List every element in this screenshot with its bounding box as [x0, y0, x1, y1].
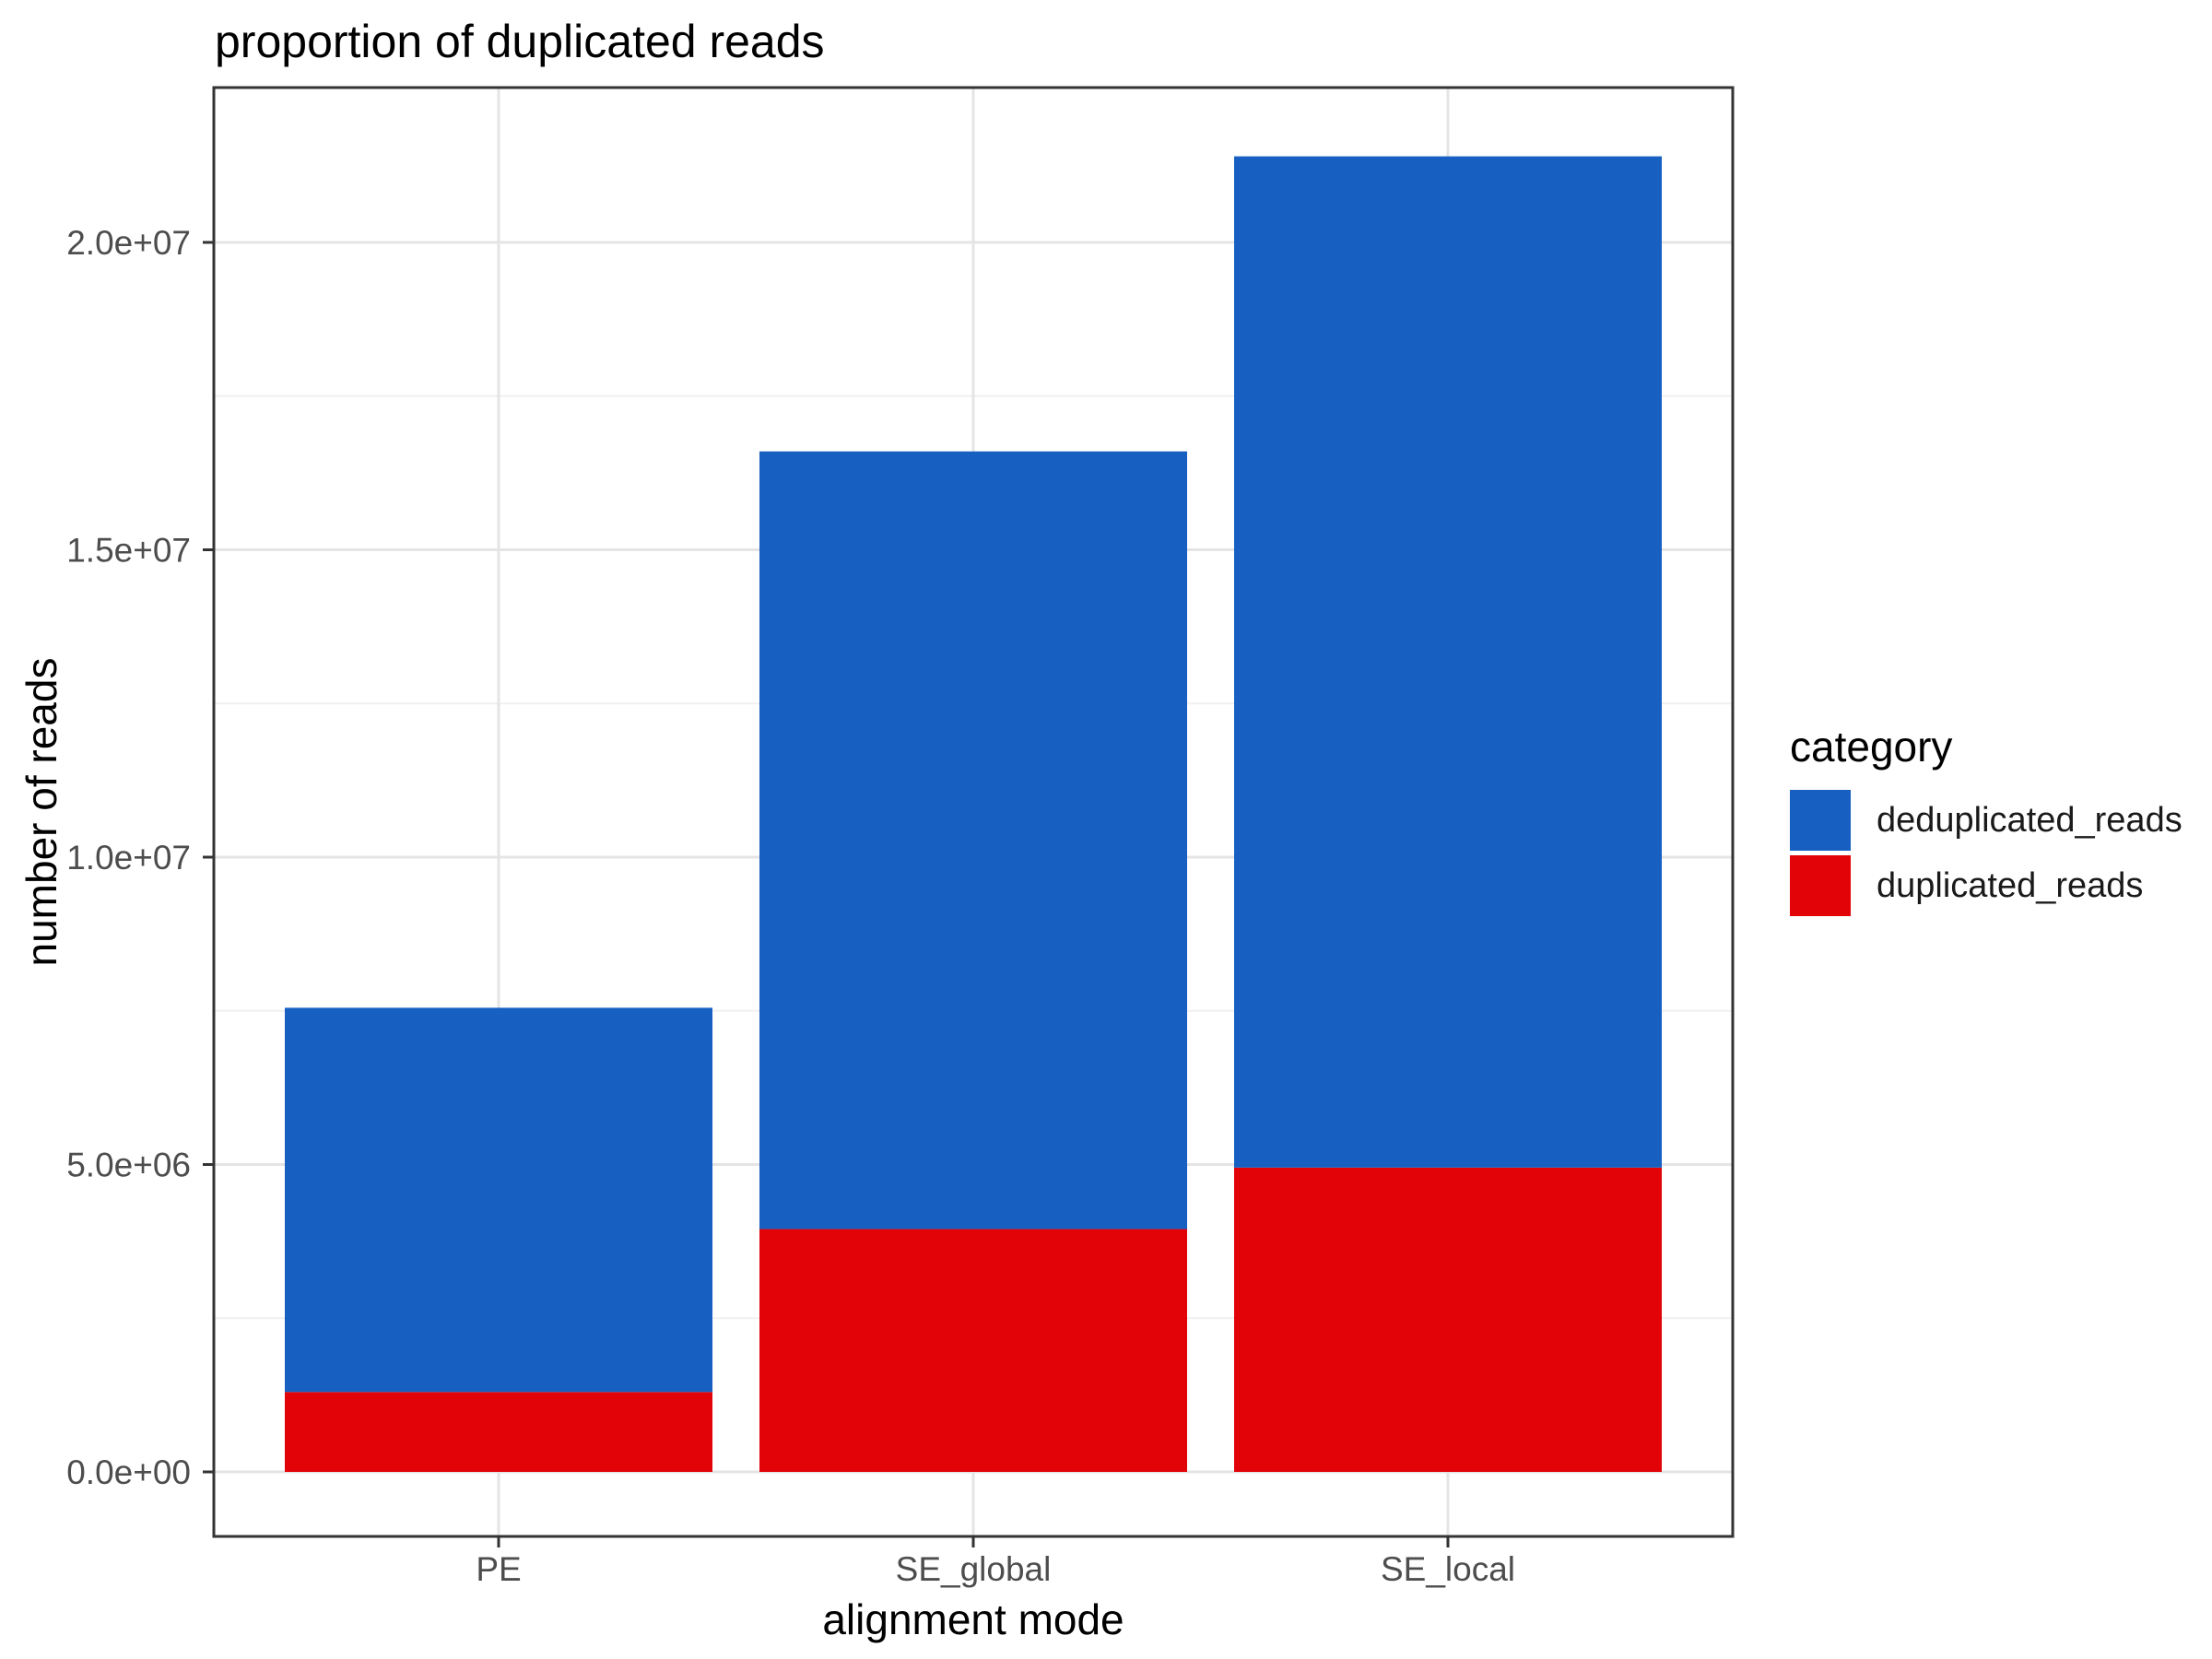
y-axis-title: number of reads — [18, 657, 65, 967]
bar-segment-deduplicated_reads-SE_local — [1234, 156, 1662, 1168]
legend-item: duplicated_reads — [1790, 855, 2183, 916]
bar-segment-deduplicated_reads-SE_global — [759, 451, 1187, 1230]
x-tick-label: SE_local — [1381, 1550, 1515, 1588]
legend: category deduplicated_reads duplicated_re… — [1790, 722, 2183, 921]
legend-swatch-duplicated_reads — [1790, 855, 1851, 916]
y-tick-label: 2.0e+07 — [66, 224, 191, 262]
y-tick-label: 1.5e+07 — [66, 532, 191, 570]
bar-segment-duplicated_reads-SE_global — [759, 1229, 1187, 1472]
y-tick-label: 5.0e+06 — [66, 1147, 191, 1184]
legend-swatch-deduplicated_reads — [1790, 790, 1851, 851]
bar-segment-duplicated_reads-PE — [285, 1392, 712, 1472]
legend-item: deduplicated_reads — [1790, 790, 2183, 851]
y-tick-label: 0.0e+00 — [66, 1453, 191, 1491]
x-tick-label: SE_global — [896, 1550, 1052, 1588]
bar-segment-duplicated_reads-SE_local — [1234, 1167, 1662, 1472]
chart-title: proportion of duplicated reads — [215, 16, 825, 67]
legend-label: deduplicated_reads — [1877, 800, 2183, 840]
legend-items: deduplicated_reads duplicated_reads — [1790, 790, 2183, 916]
legend-label: duplicated_reads — [1877, 865, 2144, 905]
bar-segment-deduplicated_reads-PE — [285, 1007, 712, 1393]
y-tick-label: 1.0e+07 — [66, 839, 191, 877]
x-tick-label: PE — [476, 1550, 521, 1588]
legend-title: category — [1790, 723, 1953, 771]
x-axis-title: alignment mode — [822, 1595, 1124, 1643]
